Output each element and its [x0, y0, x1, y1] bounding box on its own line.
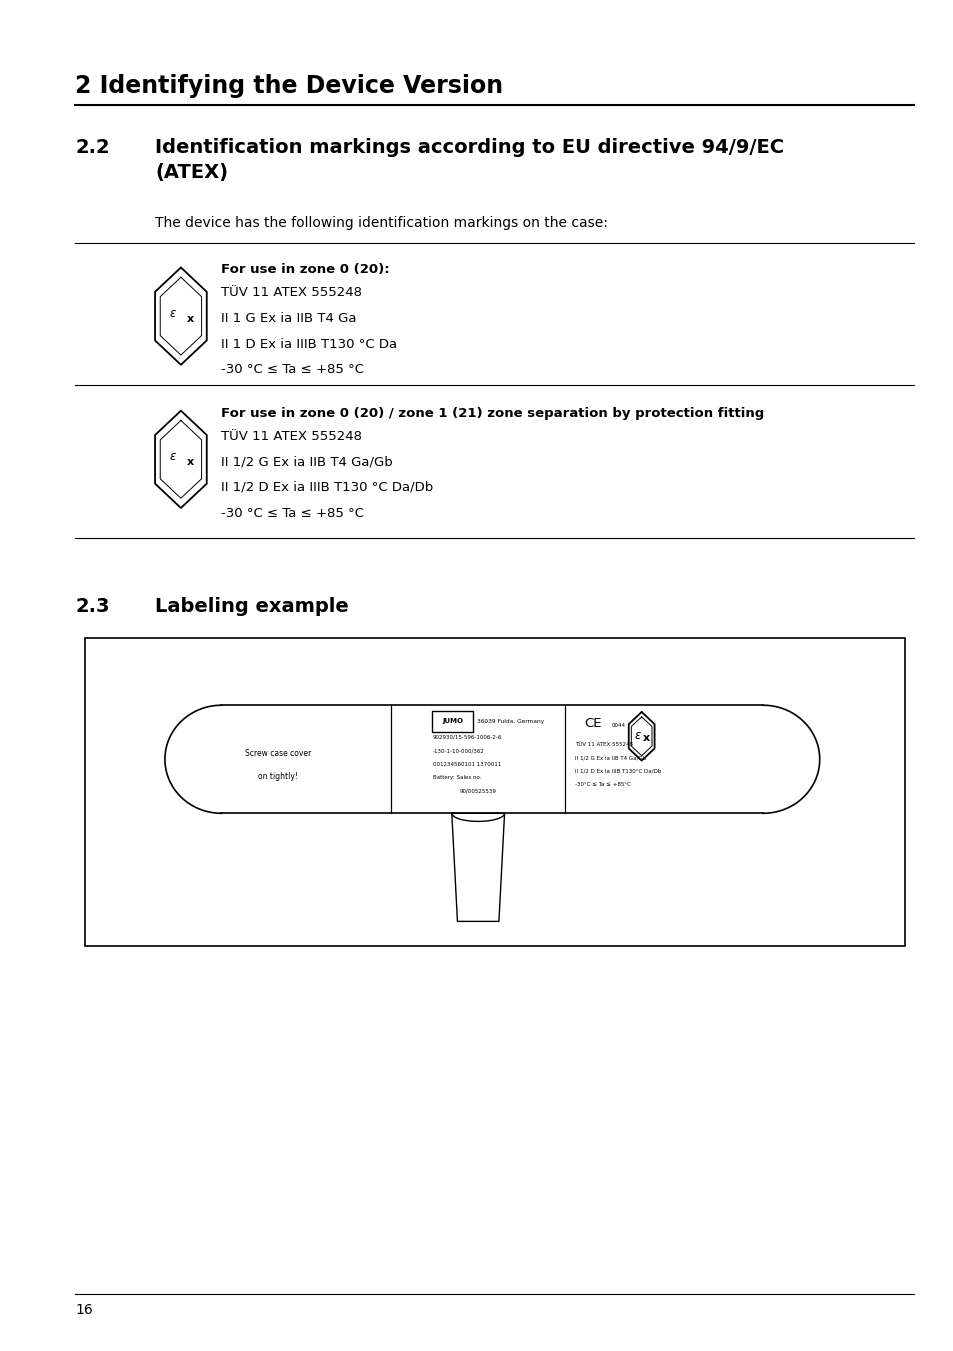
Text: For use in zone 0 (20) / zone 1 (21) zone separation by protection fitting: For use in zone 0 (20) / zone 1 (21) zon…: [221, 407, 764, 420]
Text: -30 °C ≤ Ta ≤ +85 °C: -30 °C ≤ Ta ≤ +85 °C: [221, 507, 364, 520]
Text: ε: ε: [634, 728, 640, 742]
Text: 2 Identifying the Device Version: 2 Identifying the Device Version: [75, 74, 503, 99]
Text: x: x: [187, 457, 193, 467]
Text: CE: CE: [583, 717, 601, 731]
FancyBboxPatch shape: [85, 638, 903, 946]
Text: 16: 16: [75, 1304, 93, 1317]
Text: -130-1-10-000/362: -130-1-10-000/362: [433, 748, 484, 754]
Text: II 1 D Ex ia IIIB T130 °C Da: II 1 D Ex ia IIIB T130 °C Da: [221, 338, 397, 351]
Text: 36039 Fulda, Germany: 36039 Fulda, Germany: [476, 719, 544, 724]
Text: 2.3: 2.3: [75, 597, 110, 616]
Text: x: x: [187, 313, 193, 324]
Text: Screw case cover: Screw case cover: [245, 750, 311, 758]
Text: II 1/2 G Ex ia IIB T4 Ga/Gb: II 1/2 G Ex ia IIB T4 Ga/Gb: [574, 755, 645, 761]
Text: TÜV 11 ATEX 555248: TÜV 11 ATEX 555248: [221, 430, 362, 443]
FancyBboxPatch shape: [432, 711, 473, 732]
Text: II 1 G Ex ia IIB T4 Ga: II 1 G Ex ia IIB T4 Ga: [221, 312, 356, 326]
Text: 90/00525539: 90/00525539: [459, 789, 497, 794]
Text: 902930/15-596-1006-2-6: 902930/15-596-1006-2-6: [433, 735, 502, 740]
Text: TÜV 11 ATEX 555248: TÜV 11 ATEX 555248: [574, 742, 632, 747]
Text: II 1/2 D Ex ia IIIB T130 °C Da/Db: II 1/2 D Ex ia IIIB T130 °C Da/Db: [221, 481, 434, 494]
Text: -30 °C ≤ Ta ≤ +85 °C: -30 °C ≤ Ta ≤ +85 °C: [221, 363, 364, 377]
Text: -30°C ≤ Ta ≤ +85°C: -30°C ≤ Ta ≤ +85°C: [574, 782, 630, 788]
Text: Battery: Sales no.: Battery: Sales no.: [433, 775, 481, 781]
Text: Identification markings according to EU directive 94/9/EC
(ATEX): Identification markings according to EU …: [155, 138, 783, 182]
Text: JUMO: JUMO: [442, 719, 463, 724]
Text: For use in zone 0 (20):: For use in zone 0 (20):: [221, 263, 390, 277]
Text: on tightly!: on tightly!: [257, 773, 297, 781]
Text: ε: ε: [170, 307, 175, 320]
Text: 001234560101 1370011: 001234560101 1370011: [433, 762, 500, 767]
Text: x: x: [642, 732, 649, 743]
Text: II 1/2 G Ex ia IIB T4 Ga/Gb: II 1/2 G Ex ia IIB T4 Ga/Gb: [221, 455, 393, 469]
Text: II 1/2 D Ex ia IIIB T130°C Da/Db: II 1/2 D Ex ia IIIB T130°C Da/Db: [574, 769, 660, 774]
Text: Labeling example: Labeling example: [155, 597, 349, 616]
Text: ε: ε: [170, 450, 175, 463]
Text: TÜV 11 ATEX 555248: TÜV 11 ATEX 555248: [221, 286, 362, 300]
Text: The device has the following identification markings on the case:: The device has the following identificat…: [155, 216, 608, 230]
Text: 2.2: 2.2: [75, 138, 110, 157]
Text: 0044: 0044: [611, 723, 625, 728]
